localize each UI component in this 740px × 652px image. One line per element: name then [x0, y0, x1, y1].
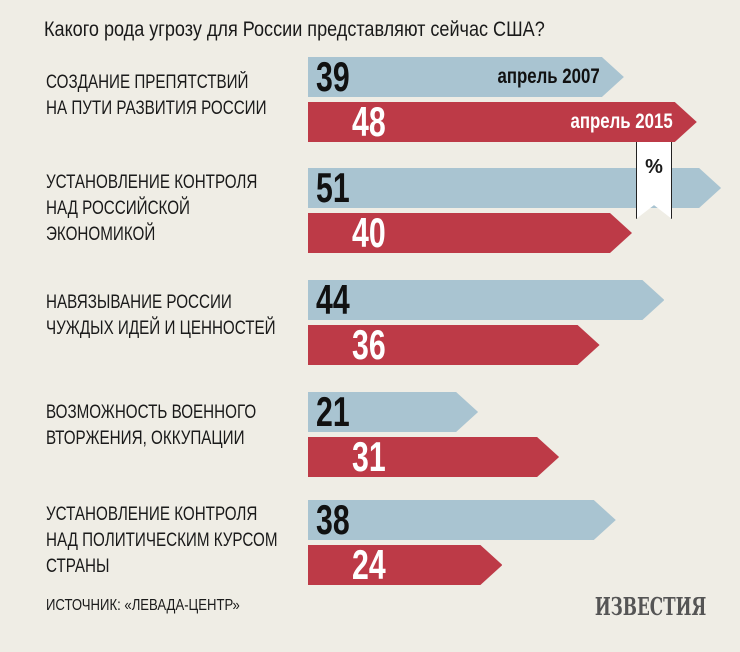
bar-2007 — [308, 392, 478, 432]
bar-2015 — [308, 213, 632, 253]
bar-2007 — [308, 280, 664, 320]
category-label: Навязывание России чуждых идей и ценност… — [46, 292, 276, 339]
bar-2015 — [308, 325, 600, 365]
bar-2015 — [308, 437, 559, 477]
data-label: 24 — [352, 541, 386, 588]
category-label: Создание препятствий на пути развития Ро… — [46, 72, 267, 119]
bar-2007 — [308, 57, 624, 97]
bar-2007 — [308, 500, 616, 540]
data-label: 21 — [316, 388, 350, 435]
legend-label: апрель 2007 — [497, 65, 600, 88]
data-label: 44 — [316, 276, 350, 323]
category-label: Установление контроля над политическим к… — [46, 504, 278, 577]
unit-label: % — [645, 156, 663, 178]
data-label: 31 — [352, 433, 386, 480]
bar-2015 — [308, 545, 502, 585]
category-label: Возможность военного вторжения, оккупаци… — [46, 402, 257, 449]
category-label: Установление контроля над российской эко… — [46, 172, 258, 245]
data-label: 38 — [316, 496, 350, 543]
chart-title: Какого рода угрозу для России представля… — [44, 18, 545, 41]
source-note: ИСТОЧНИК: «ЛЕВАДА-ЦЕНТР» — [46, 597, 240, 614]
data-label: 39 — [316, 53, 350, 100]
data-label: 51 — [316, 164, 350, 211]
data-label: 48 — [352, 98, 386, 145]
data-label: 36 — [352, 321, 386, 368]
data-label: 40 — [352, 209, 386, 256]
bar-2015 — [308, 102, 697, 142]
izvestia-logo: ИЗВЕСТИЯ — [594, 592, 706, 621]
legend-label: апрель 2015 — [570, 110, 673, 133]
